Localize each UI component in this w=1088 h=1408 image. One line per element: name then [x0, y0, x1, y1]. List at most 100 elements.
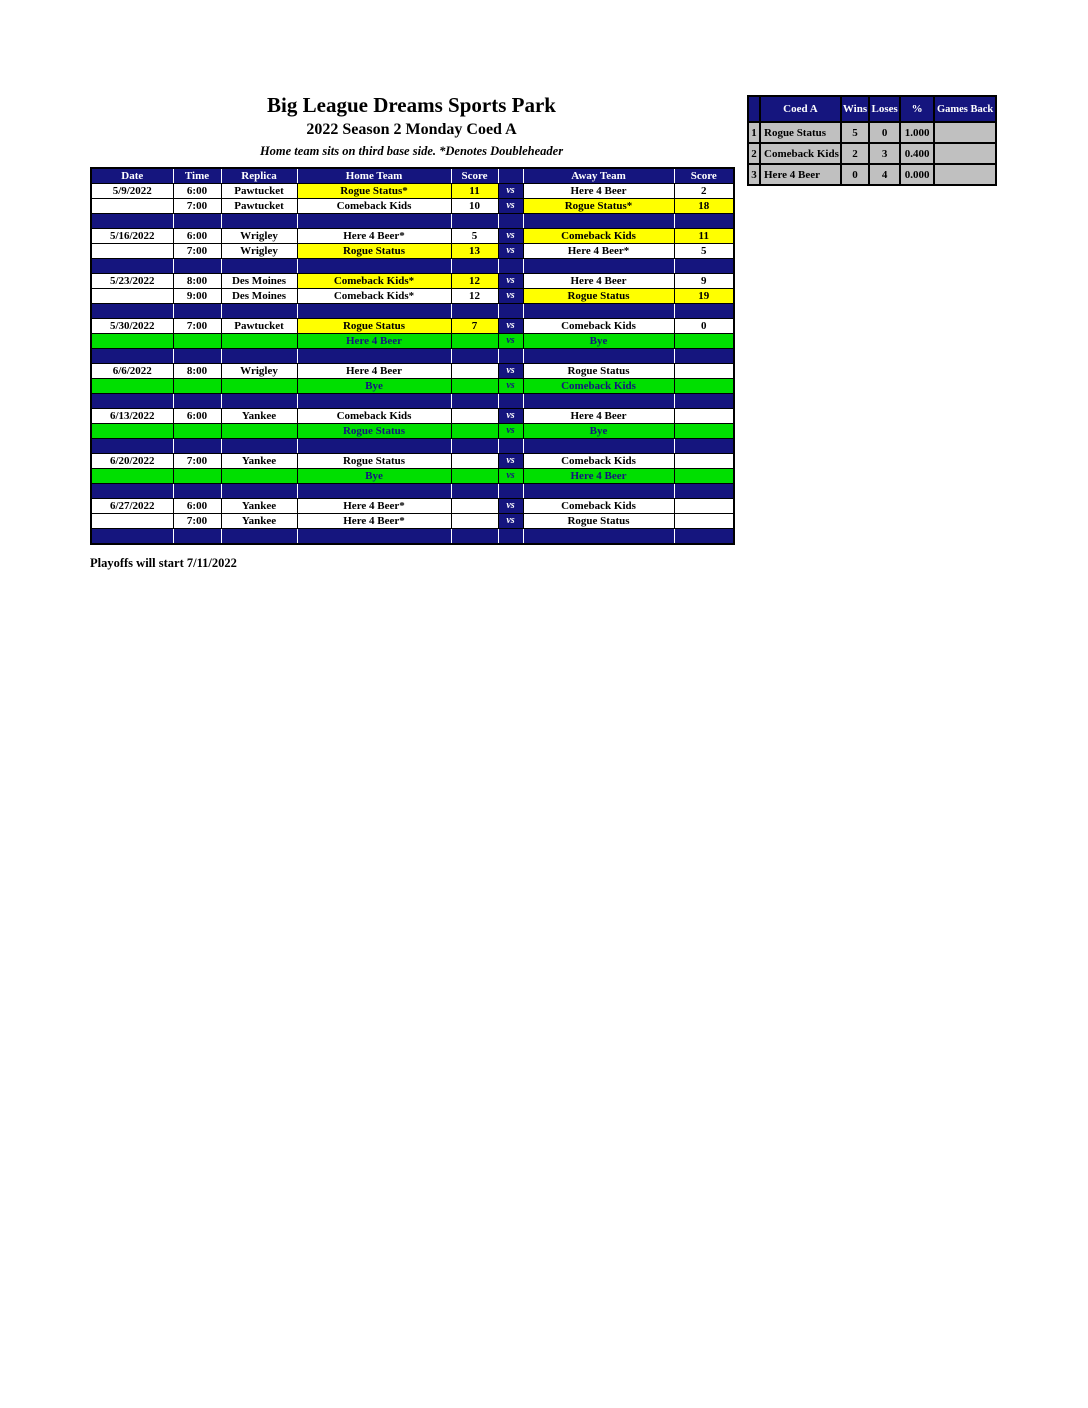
standings-header-games-back: Games Back [933, 95, 998, 123]
wins-cell: 0 [839, 163, 871, 186]
spacer-cell [296, 213, 452, 229]
spacer-cell [497, 528, 524, 545]
spacer-cell [522, 213, 675, 229]
spacer-cell [172, 528, 222, 545]
home-team-cell: Comeback Kids* [296, 273, 452, 289]
vs-cell: vs [497, 288, 524, 304]
date-cell [90, 198, 174, 214]
away-team-cell: Here 4 Beer [522, 468, 675, 484]
spacer-cell [522, 348, 675, 364]
vs-cell: vs [497, 513, 524, 529]
spacer-cell [497, 438, 524, 454]
game-row: 5/16/2022 6:00 Wrigley Here 4 Beer* 5 vs Comeb… [90, 228, 735, 244]
home-score-cell: 12 [450, 273, 499, 289]
away-team-cell: Comeback Kids [522, 453, 675, 469]
spacer-cell [450, 303, 499, 319]
spacer-cell [296, 303, 452, 319]
game-row: 5/9/2022 6:00 Pawtucket Rogue Status* 11 vs He… [90, 183, 735, 199]
time-cell: 8:00 [172, 273, 222, 289]
spacer-cell [450, 393, 499, 409]
spacer-cell [90, 528, 174, 545]
home-team-cell: Here 4 Beer* [296, 513, 452, 529]
away-score-cell: 9 [673, 273, 735, 289]
spacer-cell [450, 348, 499, 364]
home-team-cell: Rogue Status* [296, 183, 452, 199]
schedule-header-vs [497, 167, 524, 184]
date-cell [90, 288, 174, 304]
game-row: 7:00 Pawtucket Comeback Kids 10 vs Rogue Stat… [90, 198, 735, 214]
time-cell: 7:00 [172, 453, 222, 469]
spacer-cell [220, 438, 298, 454]
away-team-cell: Here 4 Beer [522, 183, 675, 199]
time-cell: 8:00 [172, 363, 222, 379]
date-cell [90, 423, 174, 439]
time-cell [172, 333, 222, 349]
home-score-cell [450, 408, 499, 424]
spacer-cell [450, 528, 499, 545]
schedule-header-home-team: Home Team [296, 167, 452, 184]
spacer-row [90, 348, 735, 364]
replica-cell: Yankee [220, 408, 298, 424]
spacer-cell [497, 348, 524, 364]
loses-cell: 0 [868, 121, 902, 144]
team-cell: Comeback Kids [759, 142, 842, 165]
replica-cell: Pawtucket [220, 318, 298, 334]
bye-row: Bye vs Comeback Kids [90, 378, 735, 394]
standings-table: Coed A Wins Loses % Games Back 1 Rogue St… [747, 95, 998, 186]
wins-cell: 2 [839, 142, 871, 165]
spacer-cell [296, 348, 452, 364]
schedule-header-row: Date Time Replica Home Team Score Away T… [90, 167, 735, 184]
replica-cell: Yankee [220, 453, 298, 469]
replica-cell: Pawtucket [220, 198, 298, 214]
game-row: 6/13/2022 6:00 Yankee Comeback Kids vs Here 4… [90, 408, 735, 424]
schedule-header-away-team: Away Team [522, 167, 675, 184]
game-row: 9:00 Des Moines Comeback Kids* 12 vs Rogue St… [90, 288, 735, 304]
spacer-cell [673, 213, 735, 229]
spacer-cell [497, 483, 524, 499]
home-team-cell: Here 4 Beer* [296, 228, 452, 244]
spacer-cell [296, 438, 452, 454]
spacer-row [90, 438, 735, 454]
schedule-header-time: Time [172, 167, 222, 184]
home-score-cell: 5 [450, 228, 499, 244]
spacer-cell [172, 213, 222, 229]
game-row: 6/20/2022 7:00 Yankee Rogue Status vs Comebac… [90, 453, 735, 469]
date-cell: 6/27/2022 [90, 498, 174, 514]
away-score-cell [673, 468, 735, 484]
vs-cell: vs [497, 183, 524, 199]
pct-cell: 1.000 [899, 121, 936, 144]
home-team-cell: Rogue Status [296, 243, 452, 259]
pct-cell: 0.400 [899, 142, 936, 165]
spacer-cell [522, 258, 675, 274]
game-row: 7:00 Yankee Here 4 Beer* vs Rogue Status [90, 513, 735, 529]
spacer-cell [90, 303, 174, 319]
date-cell [90, 513, 174, 529]
page-subtitle: 2022 Season 2 Monday Coed A [306, 121, 517, 138]
away-score-cell [673, 363, 735, 379]
replica-cell: Pawtucket [220, 183, 298, 199]
vs-cell: vs [497, 333, 524, 349]
games-back-cell [933, 163, 998, 186]
spacer-cell [220, 258, 298, 274]
spacer-cell [296, 483, 452, 499]
replica-cell [220, 378, 298, 394]
spacer-cell [296, 258, 452, 274]
spacer-cell [450, 438, 499, 454]
replica-cell [220, 423, 298, 439]
time-cell [172, 423, 222, 439]
home-score-cell [450, 363, 499, 379]
schedule-header-home-score: Score [450, 167, 499, 184]
spacer-cell [220, 303, 298, 319]
away-score-cell [673, 498, 735, 514]
spacer-cell [522, 303, 675, 319]
home-score-cell: 11 [450, 183, 499, 199]
wins-cell: 5 [839, 121, 871, 144]
games-back-cell [933, 142, 998, 165]
spacer-cell [522, 528, 675, 545]
spacer-cell [172, 348, 222, 364]
time-cell: 7:00 [172, 513, 222, 529]
home-team-cell: Bye [296, 468, 452, 484]
standings-header-pct: % [899, 95, 936, 123]
home-score-cell [450, 468, 499, 484]
spacer-cell [673, 303, 735, 319]
